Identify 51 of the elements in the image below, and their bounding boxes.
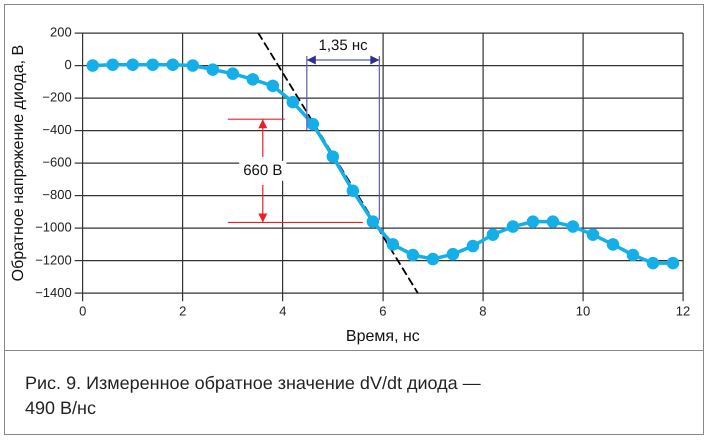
point xyxy=(646,256,660,270)
y-axis-title: Обратное напряжение диода, В xyxy=(10,44,28,282)
point xyxy=(526,215,540,228)
text: Рис. 9. Измеренное обратное значение dV/dt диода — 490 В/нс xyxy=(25,372,482,420)
point xyxy=(106,58,119,71)
point xyxy=(446,248,460,260)
point xyxy=(586,228,600,241)
y-tick-label: 200 xyxy=(50,24,72,40)
x-tick-label: 12 xyxy=(676,304,690,319)
point xyxy=(566,220,580,233)
point xyxy=(126,58,139,71)
x-tick-label: 4 xyxy=(279,304,286,319)
point xyxy=(86,59,99,72)
y-tick-label: −1400 xyxy=(35,284,72,300)
point xyxy=(246,73,260,86)
point xyxy=(346,184,360,197)
point xyxy=(286,96,300,108)
point xyxy=(666,256,680,270)
point xyxy=(386,238,400,251)
y-tick-label: −1200 xyxy=(35,252,72,268)
point xyxy=(506,220,520,233)
point xyxy=(226,67,240,80)
x-tick-label: 6 xyxy=(379,304,386,319)
y-tick-label: 0 xyxy=(64,57,72,72)
point xyxy=(366,215,380,228)
point xyxy=(186,59,200,72)
point xyxy=(426,252,440,266)
y-tick-label: −600 xyxy=(42,154,72,170)
ref-line-label: 660 В xyxy=(243,162,282,179)
x-axis-title: Время, нс xyxy=(346,328,420,345)
point xyxy=(466,240,480,252)
point xyxy=(486,228,500,241)
x-tick-label: 10 xyxy=(576,304,590,319)
x-tick-label: 8 xyxy=(479,304,487,319)
point xyxy=(206,63,220,76)
x-tick-label: 0 xyxy=(79,304,86,319)
y-tick-label: −1000 xyxy=(35,220,72,235)
point xyxy=(166,58,180,71)
point xyxy=(146,58,159,71)
point xyxy=(326,150,340,163)
y-tick-label: −200 xyxy=(42,90,72,105)
point xyxy=(406,248,420,262)
y-tick-label: −800 xyxy=(42,187,72,202)
point xyxy=(626,248,640,262)
point xyxy=(306,118,320,130)
ref-line-label: 1,35 нс xyxy=(318,37,368,54)
y-tick-label: −400 xyxy=(42,122,72,138)
point xyxy=(266,80,280,92)
x-tick-label: 2 xyxy=(179,304,186,319)
point xyxy=(546,215,560,228)
point xyxy=(606,238,620,251)
